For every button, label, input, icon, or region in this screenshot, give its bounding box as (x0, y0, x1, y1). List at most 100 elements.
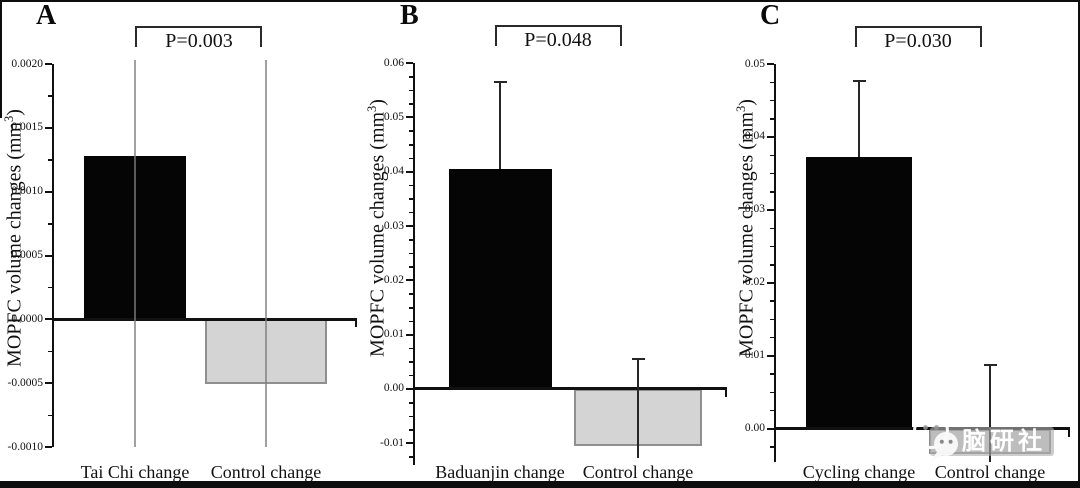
y-axis-minor-tick (770, 81, 774, 84)
y-axis-minor-tick (409, 157, 413, 160)
y-axis-tick-label: 0.0010 (11, 185, 43, 198)
y-axis-minor-tick (770, 409, 774, 412)
y-axis-major-tick (406, 442, 413, 445)
y-axis-minor-tick (770, 118, 774, 120)
y-axis-major-tick (406, 225, 413, 227)
y-axis-minor-tick (409, 374, 413, 377)
y-axis-minor-tick (770, 300, 774, 302)
y-axis-major-tick (45, 382, 52, 385)
y-axis-major-tick (406, 333, 413, 336)
y-axis-tick-label: 0.06 (383, 56, 404, 69)
y-axis-label-text: ) (366, 99, 389, 106)
y-axis-tick-label: 0.04 (383, 165, 404, 178)
y-axis-minor-tick (770, 391, 774, 393)
significance-bracket-right-drop (620, 25, 622, 46)
y-axis-major-tick (45, 63, 52, 65)
y-axis-label-superscript: 3 (734, 105, 748, 112)
significance-bracket-top (855, 26, 982, 28)
p-value-label: P=0.030 (884, 30, 952, 52)
x-axis-end-tick (1068, 428, 1070, 437)
y-axis-tick-label: 0.05 (383, 110, 404, 123)
error-bar-line (989, 365, 991, 462)
y-axis-minor-tick (409, 429, 413, 431)
y-axis-major-tick (767, 281, 774, 284)
y-axis-minor-tick (48, 159, 52, 161)
y-axis-tick-label: 0.0015 (11, 121, 43, 134)
y-axis-minor-tick (770, 318, 774, 321)
p-value-label: P=0.048 (524, 29, 592, 51)
y-axis-major-tick (406, 62, 413, 64)
y-axis-minor-tick (409, 266, 413, 268)
y-axis-tick-label: 0.04 (744, 130, 765, 143)
x-axis-category-label: Baduanjin change (435, 462, 565, 482)
x-axis-category-label: Tai Chi change (80, 462, 190, 482)
y-axis-major-tick (45, 318, 52, 321)
y-axis-minor-tick (48, 95, 52, 97)
y-axis-tick-label: 0.03 (744, 203, 765, 216)
y-axis-tick-label: -0.01 (380, 436, 404, 449)
y-axis-minor-tick (770, 99, 774, 102)
p-value-label: P=0.003 (165, 30, 233, 52)
significance-bracket-right-drop (980, 26, 982, 47)
significance-bracket-top (495, 25, 622, 27)
error-bar-line (499, 82, 501, 169)
y-axis-major-tick (767, 427, 774, 430)
y-axis-label: MOPFC volume changes (mm3) (734, 78, 762, 378)
y-axis-minor-tick (409, 415, 413, 418)
y-axis-label-text: ) (3, 109, 26, 116)
y-axis-label-text: MOPFC volume changes (mm (735, 111, 758, 357)
y-axis-tick-label: 0.01 (383, 328, 404, 341)
y-axis-minor-tick (409, 211, 413, 214)
y-axis-minor-tick (770, 446, 774, 448)
error-bar-line (265, 60, 267, 447)
error-bar-top-cap (631, 358, 645, 360)
y-axis-minor-tick (409, 144, 413, 146)
y-axis-major-tick (45, 190, 52, 193)
y-axis-tick-label: 0.0020 (11, 57, 43, 70)
y-axis-tick-label: -0.0010 (7, 440, 43, 453)
y-axis-major-tick (45, 446, 52, 448)
y-axis-tick-label: 0.0000 (11, 312, 43, 325)
panel-letter: B (400, 0, 419, 31)
y-axis-minor-tick (409, 198, 413, 200)
error-bar-line (637, 359, 639, 459)
watermark-text: 脑研社 (962, 428, 1046, 455)
y-axis-minor-tick (409, 307, 413, 309)
y-axis-minor-tick (409, 361, 413, 363)
y-axis-major-tick (767, 63, 774, 65)
panel-letter: A (36, 0, 57, 31)
error-bar-line (134, 60, 136, 447)
x-axis-zero-line (774, 427, 1070, 430)
y-axis-major-tick (406, 116, 413, 119)
y-axis-tick-label: 0.00 (383, 382, 404, 395)
significance-bracket-left-drop (135, 26, 137, 47)
bar-treatment (806, 156, 912, 429)
y-axis-tick-label: 0.00 (744, 422, 765, 434)
y-axis-major-tick (767, 135, 774, 138)
panel-letter: C (760, 0, 781, 31)
error-bar-top-cap (493, 81, 507, 83)
y-axis-minor-tick (770, 373, 774, 375)
figure-right-border (1078, 0, 1080, 488)
y-axis-tick-label: 0.01 (744, 349, 765, 362)
y-axis-minor-tick (770, 172, 774, 175)
y-axis-minor-tick (48, 286, 52, 289)
y-axis-tick-label: 0.02 (744, 276, 765, 289)
y-axis-minor-tick (48, 350, 52, 353)
y-axis-tick-label: 0.0005 (11, 249, 43, 261)
wechat-speech-bubbles-icon (913, 413, 958, 461)
error-bar-line (858, 80, 860, 157)
figure-bottom-border (0, 481, 1080, 488)
x-axis-end-tick (725, 388, 727, 397)
y-axis-minor-tick (48, 223, 52, 225)
y-axis-major-tick (406, 387, 413, 390)
y-axis-major-tick (767, 354, 774, 357)
y-axis-minor-tick (770, 245, 774, 248)
y-axis-spine (52, 64, 54, 447)
y-axis-label-text: MOPFC volume changes (mm (366, 111, 389, 357)
significance-bracket-left-drop (495, 25, 497, 46)
x-axis-zero-line (52, 317, 357, 321)
y-axis-minor-tick (770, 191, 774, 193)
y-axis-spine (413, 63, 415, 465)
